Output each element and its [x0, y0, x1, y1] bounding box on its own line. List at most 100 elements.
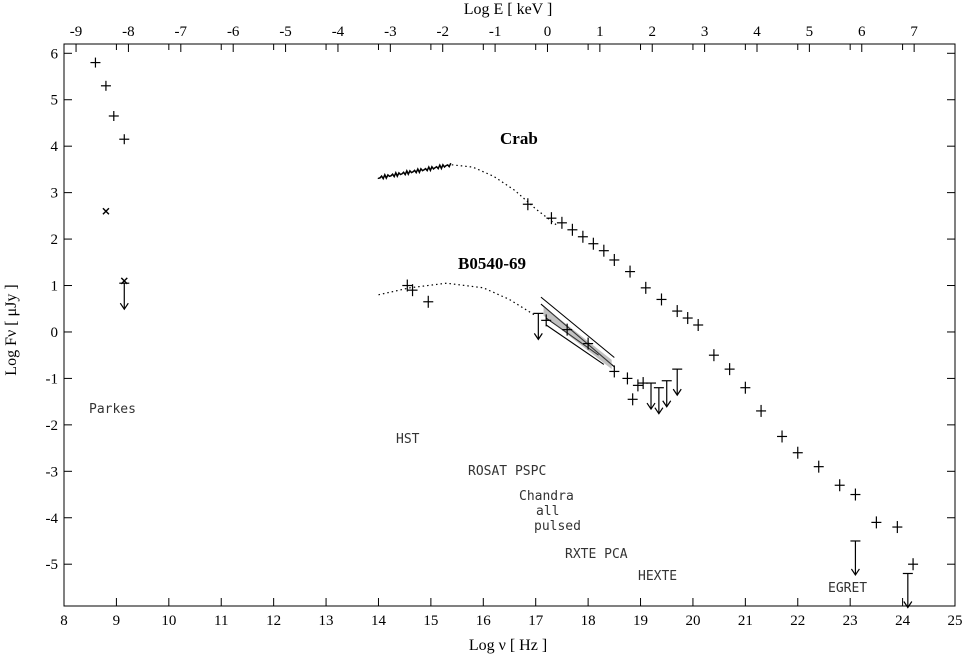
b0540-69-point: [423, 295, 434, 308]
x-tick-label: 25: [948, 613, 963, 629]
crab-point: [756, 404, 767, 417]
x2-tick-label: -1: [489, 24, 502, 40]
b0540-69-upper-limit: [672, 368, 683, 397]
crab-point: [682, 312, 693, 325]
egret-upper-limit: [902, 572, 913, 609]
crab-point: [598, 244, 609, 257]
egret-upper-limit: [850, 540, 861, 577]
x-tick-label: 11: [214, 613, 228, 629]
parkes-cross: [102, 207, 110, 215]
b0540-69-upper-limit: [661, 380, 672, 408]
hexte-label: HEXTE: [638, 569, 677, 584]
chandra-band-line: [545, 324, 605, 365]
x-tick-label: 16: [476, 613, 492, 629]
parkes-point: [108, 110, 119, 121]
crab-point: [656, 293, 667, 306]
y-axis-title: Log Fν [ μJy ]: [3, 284, 20, 375]
y-tick-label: 0: [51, 325, 59, 341]
crab-label: Crab: [500, 129, 538, 148]
y-tick-label: 4: [51, 139, 59, 155]
crab-point: [777, 430, 788, 443]
chandra-all-label: all: [536, 504, 559, 519]
b0540-69-point: [627, 393, 638, 406]
parkes-point: [90, 57, 101, 68]
crab-point: [693, 319, 704, 331]
hst-label: HST: [396, 432, 420, 447]
crab-point: [708, 349, 719, 362]
y-tick-label: 3: [51, 186, 59, 202]
crab-point: [546, 212, 557, 225]
b0540-69-upper-limit: [646, 382, 657, 411]
b0540-69-point: [541, 314, 552, 327]
parkes-label: Parkes: [89, 402, 136, 417]
x-tick-label: 22: [790, 613, 805, 629]
x2-tick-label: -2: [436, 24, 449, 40]
egret-label: EGRET: [828, 581, 867, 596]
y-tick-label: -2: [46, 418, 59, 434]
x2-tick-label: -5: [279, 24, 292, 40]
x2-tick-label: 4: [753, 24, 761, 40]
x2-tick-label: 0: [544, 24, 552, 40]
parkes-upper-limit: [119, 282, 130, 311]
crab-point: [908, 558, 919, 571]
x-tick-label: 20: [685, 613, 700, 629]
y-tick-label: 2: [51, 232, 59, 248]
x-tick-label: 24: [895, 613, 911, 629]
chandra-bands: [377, 162, 615, 370]
x2-tick-label: -4: [332, 24, 345, 40]
b0540-69-point: [407, 284, 418, 297]
x-tick-label: 17: [528, 613, 544, 629]
y-tick-label: -3: [46, 464, 59, 480]
chandra-band-line: [540, 303, 615, 368]
b0540-69-upper-limit: [533, 312, 544, 341]
data-points: [90, 57, 919, 609]
x-tick-label: 15: [423, 613, 438, 629]
x2-tick-label: 1: [596, 24, 604, 40]
crab-point: [640, 281, 651, 294]
crab-point: [850, 488, 861, 501]
parkes-point: [100, 80, 111, 91]
crab-point: [625, 265, 636, 278]
crab-point: [588, 237, 599, 250]
chandra-band-fill: [543, 306, 612, 370]
crab-optical-spectrum: [377, 162, 452, 181]
b0540-69-point: [632, 379, 643, 392]
y-tick-label: 5: [51, 93, 59, 109]
crab-point: [892, 521, 903, 534]
x-tick-label: 14: [371, 613, 387, 629]
x2-tick-label: 5: [806, 24, 814, 40]
x-tick-label: 10: [161, 613, 176, 629]
b0540-69-point: [402, 279, 413, 292]
crab-point: [871, 516, 882, 529]
b0540-label: B0540-69: [458, 254, 526, 273]
crab-point: [522, 198, 533, 211]
chandra-band-line: [545, 317, 599, 356]
crab-point: [792, 446, 803, 459]
y-tick-label: -4: [46, 511, 59, 527]
x2-tick-label: 3: [701, 24, 709, 40]
y-tick-label: -5: [46, 557, 59, 573]
crab-point: [567, 223, 578, 236]
y-tick-label: 6: [51, 46, 59, 62]
x2-tick-label: -7: [175, 24, 188, 40]
x2-tick-label: 6: [858, 24, 866, 40]
crab-point: [740, 381, 751, 394]
x2-tick-label: 2: [648, 24, 656, 40]
x-axis-title: Log ν [ Hz ]: [469, 637, 547, 654]
model-curves: [378, 164, 558, 317]
x2-tick-label: -8: [122, 24, 135, 40]
x-tick-label: 12: [266, 613, 281, 629]
crab-point: [556, 216, 567, 229]
crab-point: [834, 479, 845, 492]
x2-tick-label: -3: [384, 24, 397, 40]
rxte-label: RXTE PCA: [565, 547, 628, 562]
plot-border: [63, 43, 956, 607]
x-tick-label: 13: [319, 613, 334, 629]
x2-tick-label: -6: [227, 24, 240, 40]
b0540-69-point: [562, 323, 573, 336]
crab-point: [724, 363, 735, 376]
parkes-point: [119, 134, 130, 145]
x2-axis-title: Log E [ keV ]: [464, 1, 553, 18]
y-tick-label: 1: [51, 279, 59, 295]
